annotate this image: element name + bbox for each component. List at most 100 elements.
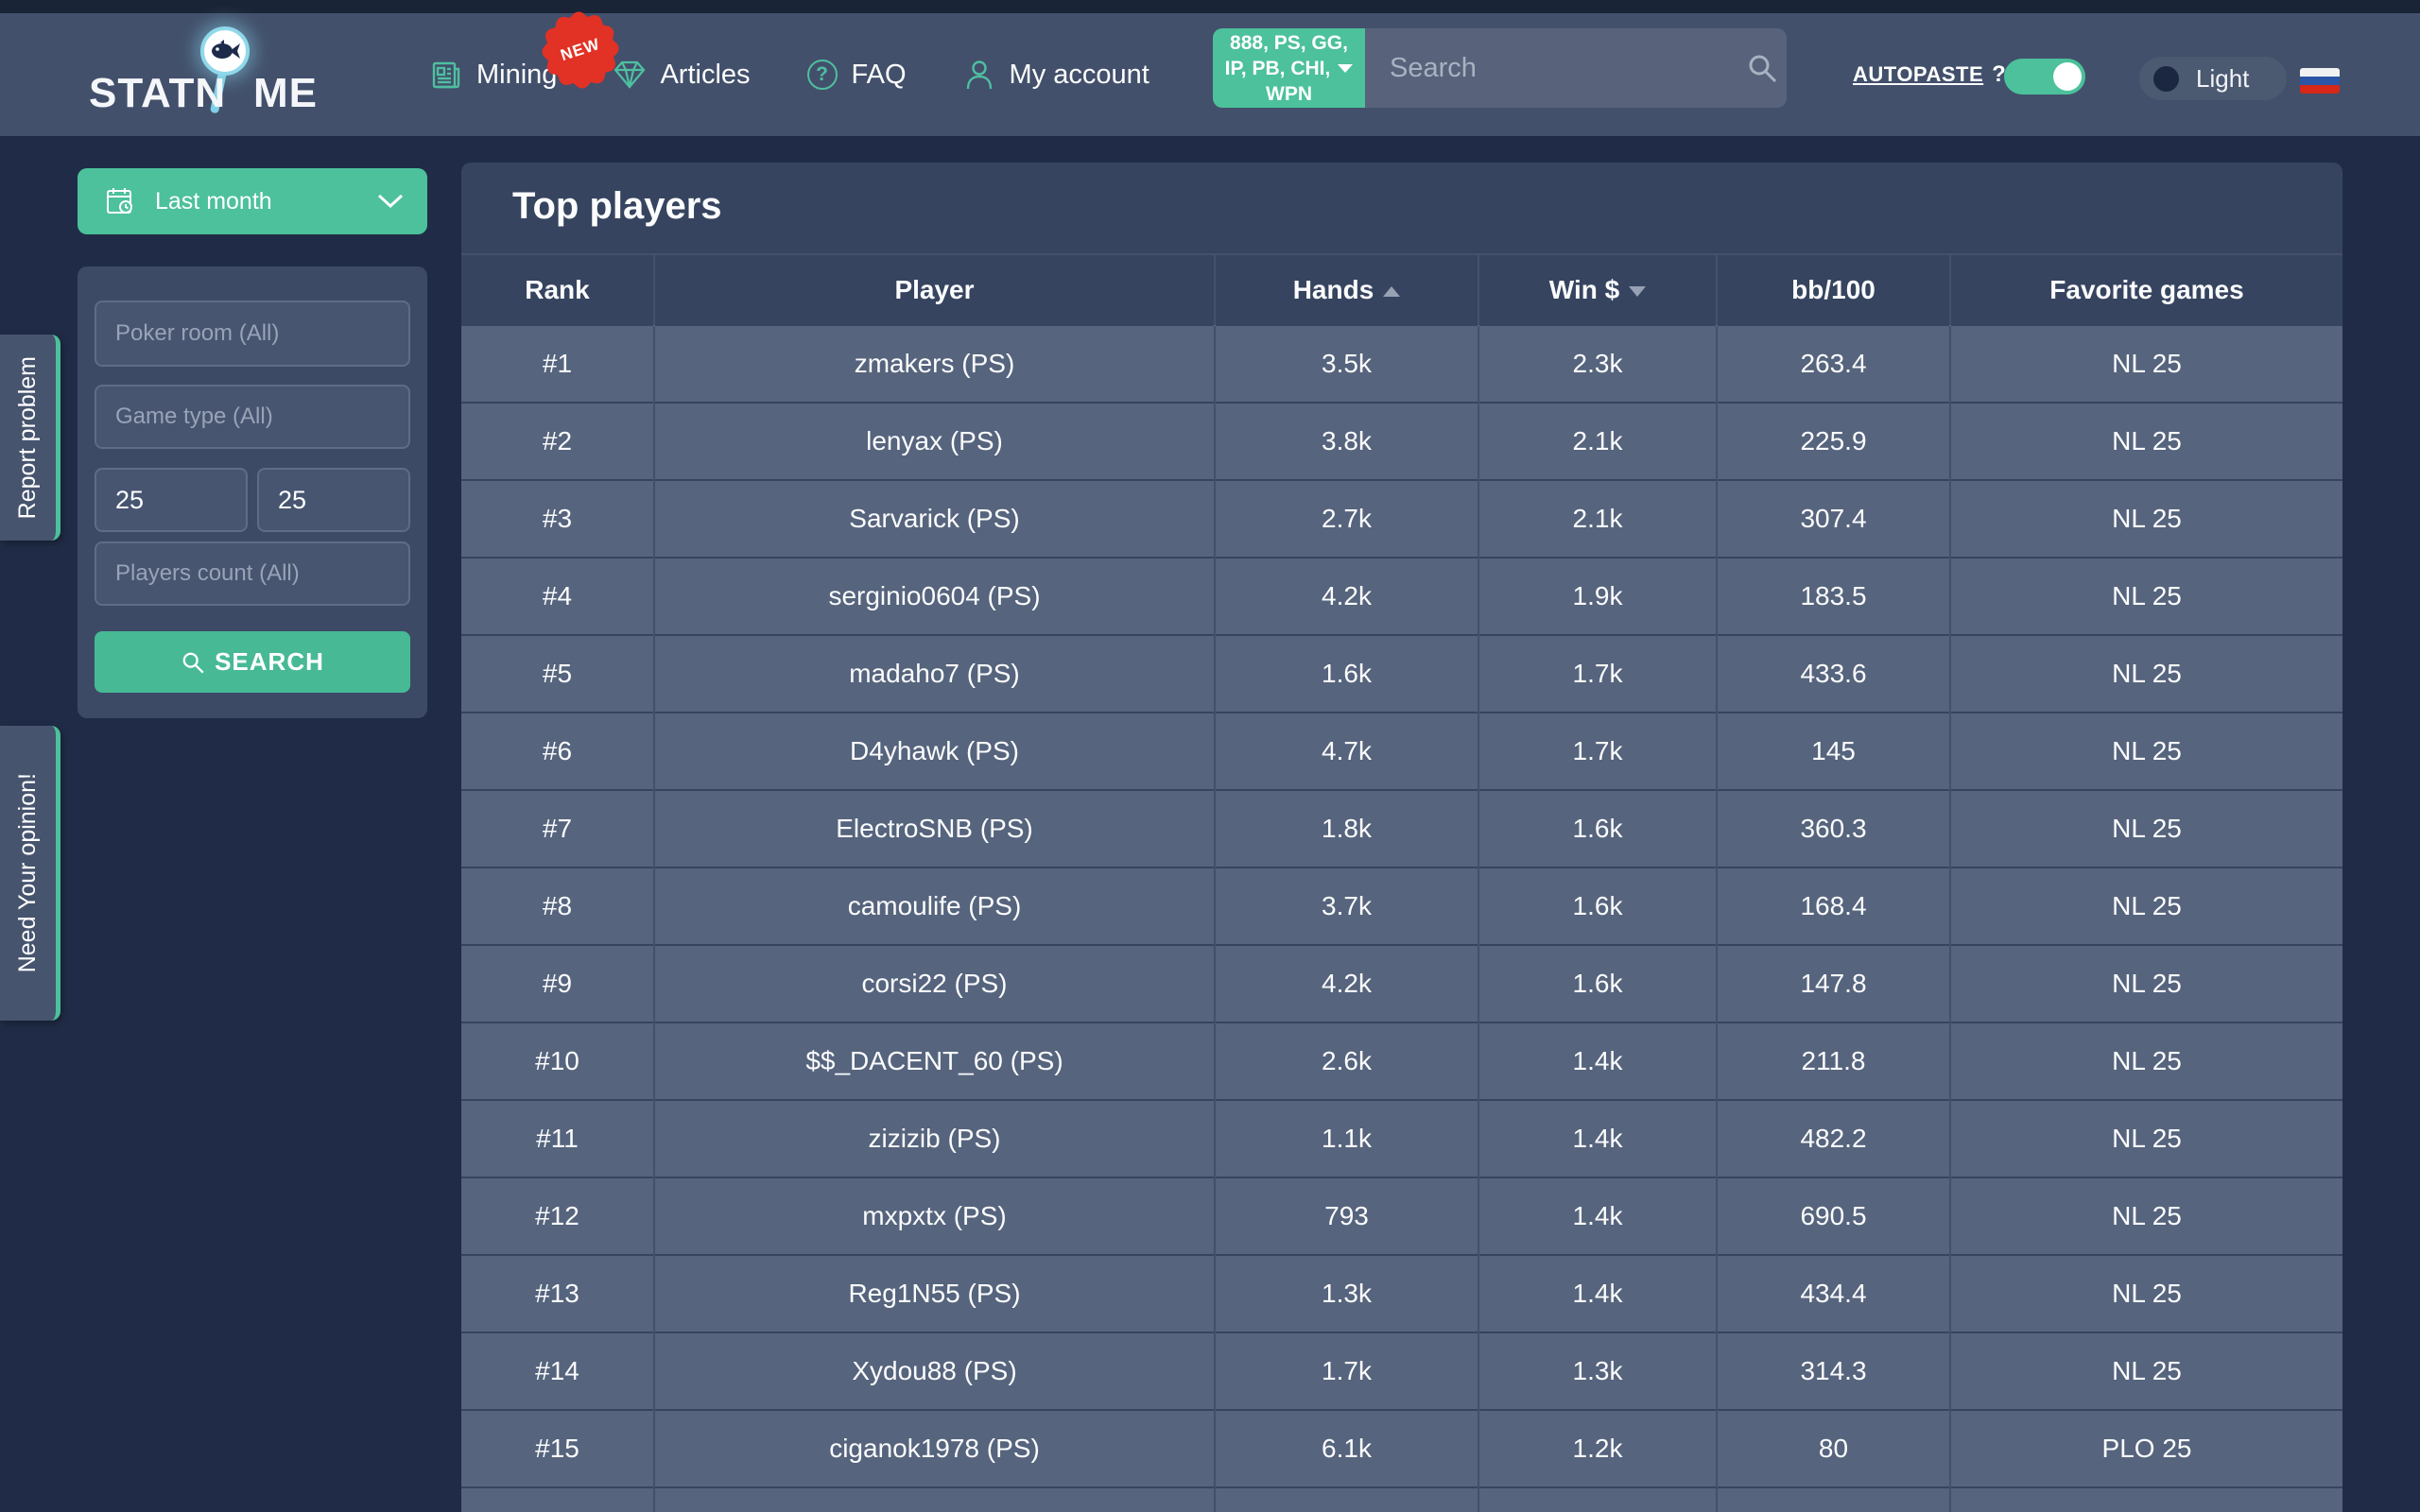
poker-room-select[interactable] [95, 301, 410, 367]
autopaste-toggle[interactable] [2004, 59, 2085, 94]
rank-cell: #11 [461, 1099, 654, 1177]
hands-cell [1214, 1486, 1478, 1512]
bb100-cell: 307.4 [1716, 479, 1950, 558]
win-cell [1478, 1486, 1717, 1512]
search-button[interactable]: SEARCH [95, 631, 410, 693]
autopaste-help-icon[interactable]: ? [1992, 61, 2006, 87]
players-table-body: #1 zmakers (PS) 3.5k 2.3k 263.4 NL 25 #2… [461, 324, 2342, 1512]
rank-cell: #15 [461, 1409, 654, 1487]
period-dropdown[interactable]: Last month [78, 168, 427, 234]
player-link[interactable]: corsi22 (PS) [653, 944, 1215, 1022]
col-favorite-games[interactable]: Favorite games [1949, 253, 2342, 325]
rank-cell: #13 [461, 1254, 654, 1332]
rooms-line2: IP, PB, CHI, [1225, 56, 1354, 81]
person-icon [963, 59, 995, 91]
language-flag-russia[interactable] [2300, 68, 2340, 94]
bb100-cell: 80 [1716, 1409, 1950, 1487]
nav-item-mining[interactable]: Mining NEW [430, 9, 623, 92]
win-cell: 1.7k [1478, 634, 1717, 713]
hands-cell: 3.5k [1214, 324, 1478, 403]
rank-cell: #12 [461, 1177, 654, 1255]
need-opinion-tab[interactable]: Need Your opinion! [0, 726, 60, 1021]
nav-item-articles[interactable]: Articles [614, 59, 751, 91]
header: STATN ME Mining NEW [0, 9, 2420, 136]
win-cell: 1.6k [1478, 867, 1717, 945]
games-cell: NL 25 [1949, 1177, 2342, 1255]
games-cell: NL 25 [1949, 402, 2342, 480]
table-row: #6 D4yhawk (PS) 4.7k 1.7k 145 NL 25 [461, 712, 2342, 790]
col-player[interactable]: Player [653, 253, 1215, 325]
player-link[interactable]: D4yhawk (PS) [653, 712, 1215, 790]
player-link[interactable]: ElectroSNB (PS) [653, 789, 1215, 868]
rank-cell: #4 [461, 557, 654, 635]
autopaste-link[interactable]: AUTOPASTE [1853, 62, 1984, 86]
player-link[interactable]: Reg1N55 (PS) [653, 1254, 1215, 1332]
nav-item-faq[interactable]: ? FAQ [806, 59, 907, 91]
win-cell: 1.4k [1478, 1022, 1717, 1100]
sort-asc-icon [1383, 285, 1401, 297]
calendar-icon [106, 186, 136, 216]
bb100-cell: 145 [1716, 712, 1950, 790]
player-link[interactable]: $$_DACENT_60 (PS) [653, 1022, 1215, 1100]
hands-cell: 1.6k [1214, 634, 1478, 713]
theme-switch[interactable]: Light [2139, 57, 2287, 100]
bb100-cell: 211.8 [1716, 1022, 1950, 1100]
newspaper-icon [430, 59, 462, 91]
players-count-select[interactable] [95, 541, 410, 606]
player-link[interactable]: zizizib (PS) [653, 1099, 1215, 1177]
player-link[interactable]: mxpxtx (PS) [653, 1177, 1215, 1255]
search-input[interactable] [1365, 52, 1746, 84]
player-link[interactable]: Xydou88 (PS) [653, 1332, 1215, 1410]
games-cell: NL 25 [1949, 789, 2342, 868]
player-link[interactable]: madaho7 (PS) [653, 634, 1215, 713]
player-link[interactable]: serginio0604 (PS) [653, 557, 1215, 635]
rooms-line1: 888, PS, GG, [1230, 31, 1348, 54]
games-cell: NL 25 [1949, 1022, 2342, 1100]
page-title: Top players [512, 185, 722, 227]
col-win[interactable]: Win $ [1478, 253, 1717, 325]
col-rank[interactable]: Rank [461, 253, 654, 325]
main-nav: Mining NEW Articles ? FAQ [430, 9, 1150, 136]
rank-cell: #14 [461, 1332, 654, 1410]
player-link[interactable]: camoulife (PS) [653, 867, 1215, 945]
bb100-cell: 183.5 [1716, 557, 1950, 635]
win-cell: 1.4k [1478, 1177, 1717, 1255]
top-players-card: Top players Rank Player Hands Win $ bb/1… [461, 163, 2342, 1512]
win-cell: 1.3k [1478, 1332, 1717, 1410]
games-cell: NL 25 [1949, 1099, 2342, 1177]
hands-cell: 1.3k [1214, 1254, 1478, 1332]
hands-cell: 6.1k [1214, 1409, 1478, 1487]
sort-desc-icon [1629, 285, 1647, 297]
table-row: #4 serginio0604 (PS) 4.2k 1.9k 183.5 NL … [461, 557, 2342, 635]
nav-label-faq: FAQ [851, 59, 907, 90]
games-cell: PLO 25 [1949, 1409, 2342, 1487]
player-link[interactable]: lenyax (PS) [653, 402, 1215, 480]
table-row: #13 Reg1N55 (PS) 1.3k 1.4k 434.4 NL 25 [461, 1254, 2342, 1332]
table-row: #7 ElectroSNB (PS) 1.8k 1.6k 360.3 NL 25 [461, 789, 2342, 868]
autopaste-control: AUTOPASTE ? [1853, 13, 2006, 136]
player-link[interactable]: Sarvarick (PS) [653, 479, 1215, 558]
rooms-line3: WPN [1266, 82, 1312, 105]
top-strip [0, 0, 2420, 13]
player-link[interactable]: ciganok1978 (PS) [653, 1409, 1215, 1487]
table-row: #9 corsi22 (PS) 4.2k 1.6k 147.8 NL 25 [461, 944, 2342, 1022]
win-cell: 1.9k [1478, 557, 1717, 635]
nav-item-my-account[interactable]: My account [963, 59, 1150, 91]
rank-cell: #3 [461, 479, 654, 558]
player-link[interactable]: zmakers (PS) [653, 324, 1215, 403]
limit-to-input[interactable] [257, 468, 410, 532]
col-hands[interactable]: Hands [1214, 253, 1478, 325]
search-icon[interactable] [1746, 52, 1778, 84]
game-type-select[interactable] [95, 385, 410, 449]
logo[interactable]: STATN ME [68, 13, 317, 136]
table-row: #14 Xydou88 (PS) 1.7k 1.3k 314.3 NL 25 [461, 1332, 2342, 1410]
games-cell: NL 25 [1949, 557, 2342, 635]
limit-from-input[interactable] [95, 468, 248, 532]
poker-rooms-dropdown[interactable]: 888, PS, GG, IP, PB, CHI, WPN [1213, 28, 1365, 108]
col-bb100[interactable]: bb/100 [1716, 253, 1950, 325]
report-problem-tab[interactable]: Report problem [0, 335, 60, 541]
games-cell: NL 25 [1949, 479, 2342, 558]
rank-cell: #8 [461, 867, 654, 945]
player-link[interactable] [653, 1486, 1215, 1512]
toggle-knob [2053, 62, 2082, 91]
